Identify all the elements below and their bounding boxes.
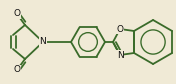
Text: O: O (14, 9, 20, 18)
Text: O: O (14, 66, 20, 75)
Text: N: N (117, 50, 123, 59)
Text: O: O (117, 25, 124, 34)
Text: N: N (40, 37, 46, 47)
